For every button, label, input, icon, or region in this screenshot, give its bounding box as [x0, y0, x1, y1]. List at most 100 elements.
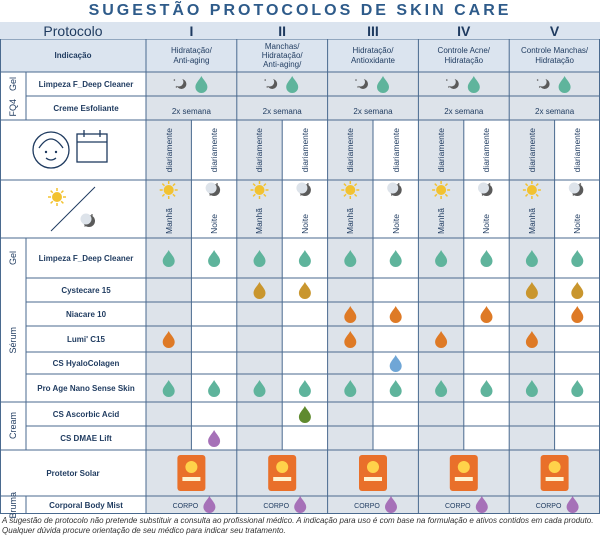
vertical-label: Noite [481, 214, 492, 234]
frequency-cell: diariamente [146, 120, 191, 180]
product-drop [162, 331, 175, 348]
product-drop [571, 306, 584, 323]
product-name-text: Cystecare 15 [61, 285, 111, 295]
frequency-cell: diariamente [328, 120, 373, 180]
protocol-5: V [509, 22, 600, 39]
frequency-cell: diariamente [464, 120, 509, 180]
product-drop [389, 380, 402, 397]
product-drop [298, 406, 311, 423]
group-label: Sérum [8, 326, 18, 354]
product-drop [435, 250, 448, 267]
moon-stars-icon [536, 77, 550, 89]
product-drop [389, 250, 402, 267]
night-cell: Noite [191, 180, 236, 238]
indication-3-text: Hidratação/ Antioxidante [350, 46, 395, 65]
product-drop [298, 282, 311, 299]
protocol-2-text: II [278, 22, 287, 39]
mist-drop [203, 496, 216, 513]
mist-drop [475, 496, 488, 513]
weekly-frequency-label: 2x semana [535, 107, 575, 116]
moon-icon [205, 182, 221, 196]
weekly-product-deep-cleaner: Limpeza F_Deep Cleaner [26, 72, 146, 96]
protocol-3-text: III [367, 22, 379, 39]
moon-icon [387, 182, 402, 196]
moon-icon [296, 182, 311, 196]
product-drop [525, 331, 538, 348]
vertical-label: Manhã [163, 208, 174, 234]
product-drop [253, 380, 266, 397]
product-drop [344, 380, 357, 397]
mist-drop [294, 496, 307, 513]
product-name: Limpeza F_Deep Cleaner [26, 238, 146, 278]
product-drop [389, 355, 402, 372]
weekly-drop [286, 76, 299, 93]
protocol-1: I [146, 22, 237, 39]
indication-4-text: Controle Acne/ Hidratação [437, 46, 491, 65]
sunscreen-tube-icon [268, 455, 297, 491]
product-name: Pro Age Nano Sense Skin [26, 374, 146, 402]
product-name: Cystecare 15 [26, 278, 146, 302]
group-label: Cream [8, 412, 18, 440]
product-drop [389, 306, 402, 323]
sunscreen-tube-icon [449, 455, 478, 491]
indication-3: Hidratação/ Antioxidante [328, 39, 419, 72]
mist-label-text: Corporal Body Mist [49, 500, 123, 510]
product-drop [162, 380, 175, 397]
weekly-frequency-label: 2x semana [263, 107, 303, 116]
protocol-4: IV [418, 22, 510, 39]
vertical-label: Noite [390, 214, 401, 234]
sun-icon [48, 188, 66, 206]
divider-icon [50, 186, 96, 232]
product-drop [571, 282, 584, 299]
product-name: Lumi' C15 [26, 326, 146, 352]
vertical-label: Manhã [436, 208, 447, 234]
indication-2-text: Manchas/ Hidratação/ Anti-aging/ [261, 41, 303, 70]
moon-stars-icon [173, 77, 187, 89]
frequency-cell: diariamente [373, 120, 418, 180]
product-name-text: Limpeza F_Deep Cleaner [38, 253, 134, 263]
moon-icon [478, 182, 493, 196]
indication-5: Controle Manchas/ Hidratação [509, 39, 600, 72]
mist-label: Corporal Body Mist [26, 496, 146, 514]
product-drop [208, 250, 221, 267]
indication-2: Manchas/ Hidratação/ Anti-aging/ [237, 39, 328, 72]
sunscreen-tube-icon [359, 455, 387, 491]
product-drop [525, 250, 538, 267]
product-drop [435, 380, 448, 397]
sun-icon [250, 181, 269, 199]
mist-corpo-label: CORPO [536, 503, 562, 510]
group-gel-weekly: Gel [0, 72, 26, 96]
product-name: CS HyaloColagen [26, 352, 146, 374]
frequency-cell: diariamente [555, 120, 600, 180]
group-bruma: Bruma [0, 492, 26, 519]
indication-5-text: Controle Manchas/ Hidratação [521, 46, 589, 65]
protocol-grid: 2x semana 2x semana 2x semana 2x semana 2x s… [0, 22, 600, 514]
product-drop [525, 380, 538, 397]
weekly-product-esfoliante: Creme Esfoliante [26, 96, 146, 120]
frequency-cell: diariamente [509, 120, 554, 180]
product-drop [298, 380, 311, 397]
sunscreen-label-text: Protetor Solar [46, 468, 100, 478]
morning-cell: Manhã [328, 180, 373, 238]
protocol-label-text: Protocolo [43, 22, 103, 39]
weekly-drop [377, 76, 389, 93]
night-cell: Noite [373, 180, 418, 238]
mist-corpo-label: CORPO [173, 503, 199, 510]
sunscreen-tube-icon [540, 455, 569, 491]
protocol-label: Protocolo [0, 22, 146, 39]
product-drop [480, 306, 493, 323]
frequency-cell: diariamente [282, 120, 327, 180]
vertical-label: diariamente [254, 127, 265, 173]
sun-icon [159, 181, 178, 199]
page-title: SUGESTÃO PROTOCOLOS DE SKIN CARE [88, 2, 512, 19]
weekly-product-deep-cleaner-text: Limpeza F_Deep Cleaner [38, 79, 134, 89]
frequency-cell: diariamente [237, 120, 282, 180]
indication-1-text: Hidratação/ Anti-aging [170, 46, 212, 65]
face-calendar-icon [32, 130, 108, 169]
moon-stars-icon [446, 77, 459, 89]
vertical-label: diariamente [345, 127, 356, 173]
mist-corpo-label: CORPO [354, 503, 380, 510]
vertical-label: Noite [209, 214, 220, 234]
vertical-label: diariamente [526, 127, 537, 173]
